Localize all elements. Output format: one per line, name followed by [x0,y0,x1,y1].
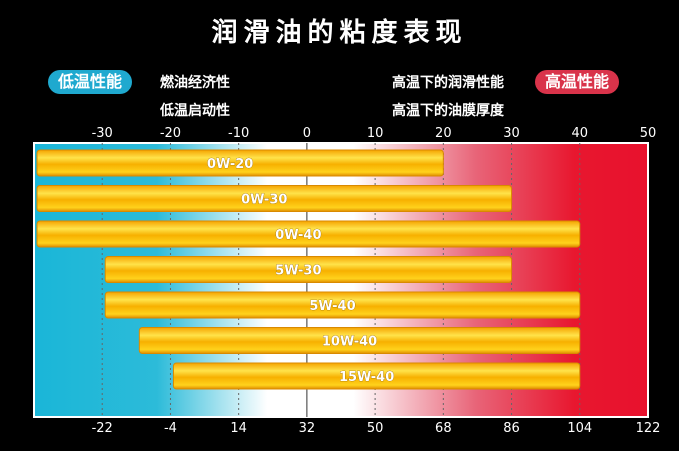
bar-label: 0W-30 [241,193,287,208]
bar-5w-30 [104,256,513,283]
high-item-lubrication: 高温下的润滑性能 [392,75,504,91]
top-tick-label: 20 [435,126,452,141]
top-tick-label: 0 [303,126,311,141]
bottom-tick-label: 50 [367,421,384,436]
low-item-cold-start: 低温启动性 [160,103,230,119]
bar-0w-40 [36,220,581,248]
bar-label: 5W-40 [309,299,355,314]
bar-0w-20 [36,149,444,177]
bar-0w-30 [36,185,513,212]
bottom-tick-label: -22 [92,421,113,436]
top-tick-label: 10 [367,126,384,141]
bar-label: 0W-20 [207,157,253,172]
top-tick-label: -10 [228,126,249,141]
top-tick-label: -30 [92,126,113,141]
bottom-tick-label: 32 [299,421,316,436]
bar-5w-40 [104,291,581,319]
bar-label: 10W-40 [322,335,377,350]
bar-label: 15W-40 [339,370,394,385]
bottom-tick-label: 68 [435,421,452,436]
low-item-fuel-economy: 燃油经济性 [160,75,230,91]
high-item-film-thickness: 高温下的油膜厚度 [392,103,504,119]
bar-label: 5W-30 [275,264,321,279]
bar-label: 0W-40 [275,228,321,243]
bottom-tick-label: -4 [164,421,177,436]
bar-15w-40 [172,362,581,390]
top-tick-label: -20 [160,126,181,141]
bottom-tick-label: 14 [230,421,247,436]
bottom-tick-label: 104 [567,421,592,436]
bottom-tick-label: 122 [636,421,661,436]
top-tick-label: 50 [640,126,657,141]
bar-10w-40 [138,327,581,354]
high-temp-badge: 高温性能 [535,70,620,94]
bottom-tick-label: 86 [503,421,520,436]
page-title: 润滑油的粘度表现 [211,18,468,48]
low-temp-badge: 低温性能 [48,70,133,94]
top-tick-label: 40 [572,126,589,141]
top-tick-label: 30 [503,126,520,141]
